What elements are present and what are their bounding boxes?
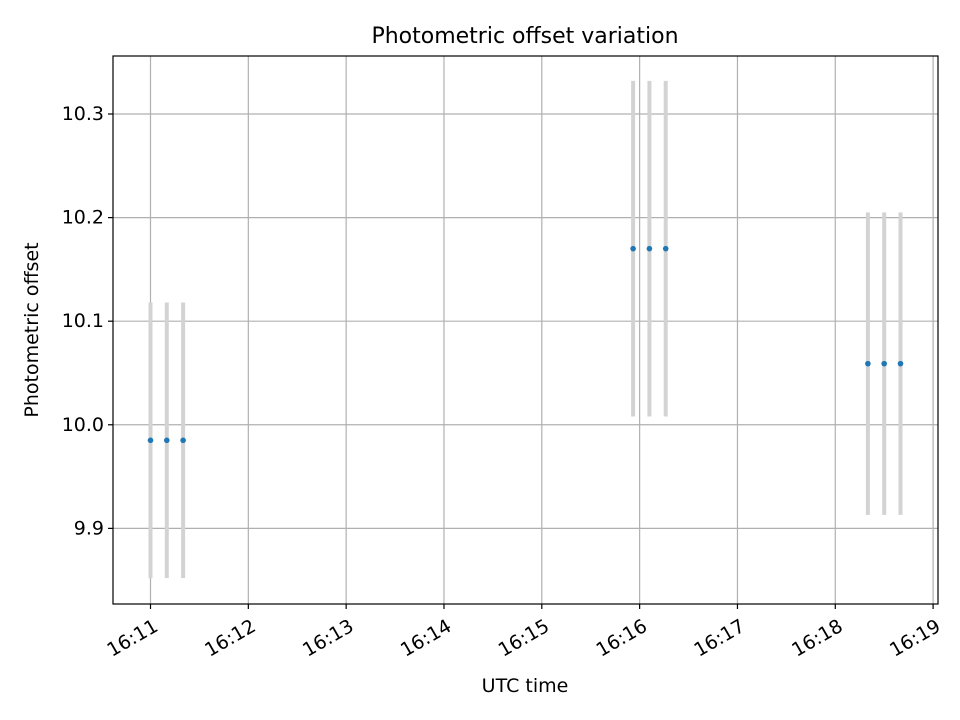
data-point bbox=[865, 360, 871, 367]
data-points bbox=[147, 245, 904, 444]
y-tick-label: 10.1 bbox=[62, 310, 104, 332]
x-axis-label: UTC time bbox=[482, 675, 569, 697]
data-point bbox=[881, 360, 887, 367]
y-tick-label: 10.3 bbox=[62, 103, 104, 125]
grid bbox=[113, 56, 938, 604]
y-tick-label: 10.0 bbox=[62, 414, 104, 436]
data-point bbox=[646, 245, 653, 252]
data-point bbox=[180, 437, 186, 444]
data-point bbox=[147, 437, 154, 444]
y-axis-label: Photometric offset bbox=[21, 242, 43, 417]
y-axis-ticks: 9.9 10.0 10.1 10.2 10.3 bbox=[62, 103, 113, 539]
data-point bbox=[164, 437, 170, 444]
y-tick-label: 9.9 bbox=[74, 517, 104, 539]
plot-area-frame bbox=[112, 55, 939, 605]
y-tick-label: 10.2 bbox=[62, 207, 104, 229]
data-point bbox=[630, 245, 636, 252]
data-point bbox=[897, 360, 904, 367]
data-point bbox=[662, 245, 669, 252]
chart-title: Photometric offset variation bbox=[371, 24, 678, 49]
